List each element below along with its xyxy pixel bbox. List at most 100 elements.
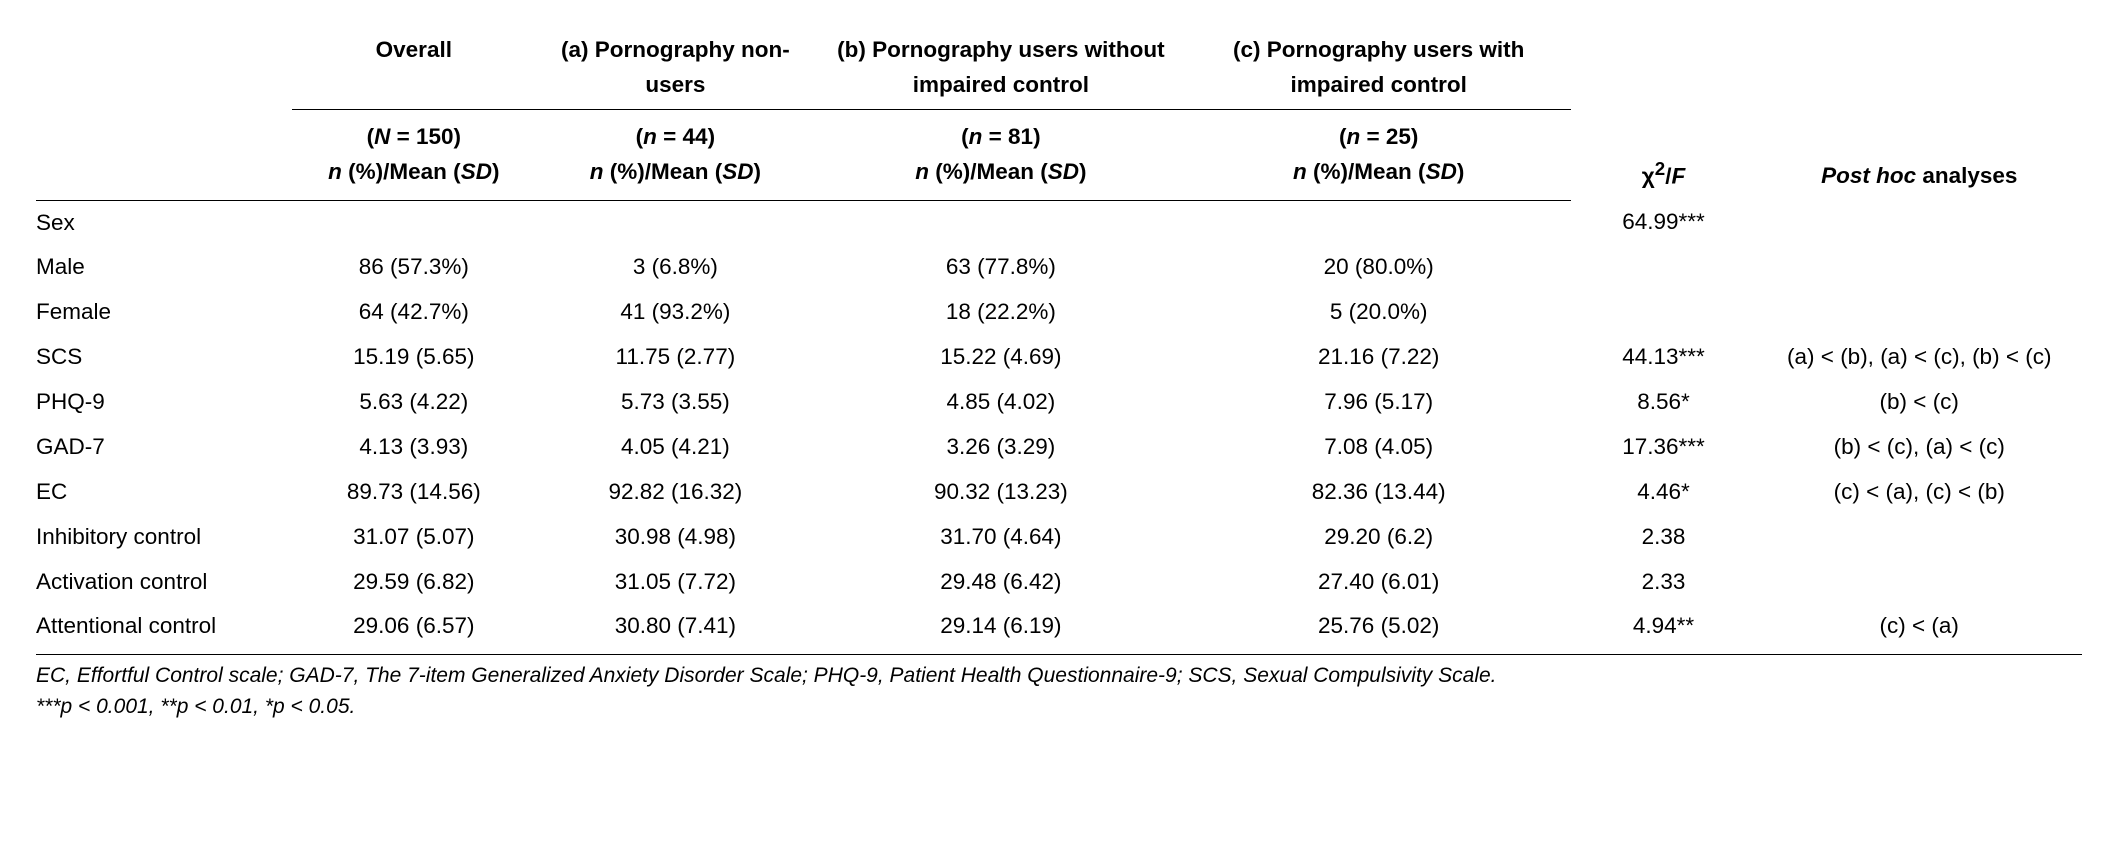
cell-a: 92.82 (16.32) <box>536 470 815 515</box>
cell-stat <box>1571 245 1757 290</box>
cell-stat: 4.94** <box>1571 604 1757 654</box>
cell-overall: 29.06 (6.57) <box>292 604 536 654</box>
cell-b: 29.14 (6.19) <box>815 604 1187 654</box>
cell-b <box>815 200 1187 245</box>
cell-c: 25.76 (5.02) <box>1187 604 1571 654</box>
header-group-c: (c) Pornography users with impaired cont… <box>1187 28 1571 109</box>
cell-a: 5.73 (3.55) <box>536 380 815 425</box>
footnote-line-1: EC, Effortful Control scale; GAD-7, The … <box>36 661 2082 691</box>
footnote-line-2: ***p < 0.001, **p < 0.01, *p < 0.05. <box>36 692 2082 722</box>
n-eq: = 81) <box>982 124 1040 149</box>
n-paren-open: ( <box>961 124 969 149</box>
cell-posthoc <box>1757 245 2083 290</box>
stat-chi-label: χ <box>1642 163 1655 188</box>
cell-b: 15.22 (4.69) <box>815 335 1187 380</box>
cell-stat: 44.13*** <box>1571 335 1757 380</box>
cell-stat: 2.38 <box>1571 515 1757 560</box>
table-row: Activation control 29.59 (6.82) 31.05 (7… <box>36 560 2082 605</box>
subline-sd: SD <box>722 159 753 184</box>
cell-overall: 29.59 (6.82) <box>292 560 536 605</box>
header-stat: χ2/F <box>1571 28 1757 200</box>
cell-a: 31.05 (7.72) <box>536 560 815 605</box>
subline-n: n <box>328 159 342 184</box>
cell-posthoc: (b) < (c), (a) < (c) <box>1757 425 2083 470</box>
cell-overall: 86 (57.3%) <box>292 245 536 290</box>
cell-stat <box>1571 290 1757 335</box>
stat-f-label: F <box>1671 163 1685 188</box>
cell-b: 18 (22.2%) <box>815 290 1187 335</box>
cell-overall: 15.19 (5.65) <box>292 335 536 380</box>
subline-close: ) <box>1079 159 1087 184</box>
row-label: Female <box>36 290 292 335</box>
header-sub-a: (n = 44) n (%)/Mean (SD) <box>536 109 815 200</box>
subline-sd: SD <box>1048 159 1079 184</box>
cell-b: 90.32 (13.23) <box>815 470 1187 515</box>
table-row: Inhibitory control 31.07 (5.07) 30.98 (4… <box>36 515 2082 560</box>
table-row: Male 86 (57.3%) 3 (6.8%) 63 (77.8%) 20 (… <box>36 245 2082 290</box>
cell-c: 82.36 (13.44) <box>1187 470 1571 515</box>
table-row: Attentional control 29.06 (6.57) 30.80 (… <box>36 604 2082 654</box>
cell-posthoc <box>1757 515 2083 560</box>
subline-mid: (%)/Mean ( <box>1307 159 1426 184</box>
subline-mid: (%)/Mean ( <box>929 159 1048 184</box>
cell-c: 29.20 (6.2) <box>1187 515 1571 560</box>
cell-a: 30.80 (7.41) <box>536 604 815 654</box>
n-eq: = 25) <box>1360 124 1418 149</box>
subline-sd: SD <box>1426 159 1457 184</box>
n-sym: n <box>1346 124 1360 149</box>
cell-c: 5 (20.0%) <box>1187 290 1571 335</box>
subline-close: ) <box>1457 159 1465 184</box>
header-blank-2 <box>36 109 292 200</box>
posthoc-suffix: analyses <box>1916 163 2017 188</box>
cell-posthoc: (b) < (c) <box>1757 380 2083 425</box>
cell-posthoc: (c) < (a), (c) < (b) <box>1757 470 2083 515</box>
cell-overall: 64 (42.7%) <box>292 290 536 335</box>
header-group-b: (b) Pornography users without impaired c… <box>815 28 1187 109</box>
cell-c: 7.08 (4.05) <box>1187 425 1571 470</box>
cell-posthoc <box>1757 290 2083 335</box>
cell-a: 30.98 (4.98) <box>536 515 815 560</box>
cell-b: 4.85 (4.02) <box>815 380 1187 425</box>
row-label: Inhibitory control <box>36 515 292 560</box>
n-sym: n <box>969 124 983 149</box>
subline-n: n <box>590 159 604 184</box>
cell-overall: 5.63 (4.22) <box>292 380 536 425</box>
cell-stat: 8.56* <box>1571 380 1757 425</box>
row-label: Sex <box>36 200 292 245</box>
cell-c <box>1187 200 1571 245</box>
stat-sup: 2 <box>1655 158 1665 179</box>
table-row: GAD-7 4.13 (3.93) 4.05 (4.21) 3.26 (3.29… <box>36 425 2082 470</box>
table-row: PHQ-9 5.63 (4.22) 5.73 (3.55) 4.85 (4.02… <box>36 380 2082 425</box>
results-table: Overall (a) Pornography non-users (b) Po… <box>36 28 2082 655</box>
header-blank <box>36 28 292 109</box>
cell-c: 7.96 (5.17) <box>1187 380 1571 425</box>
table-row: EC 89.73 (14.56) 92.82 (16.32) 90.32 (13… <box>36 470 2082 515</box>
cell-overall: 4.13 (3.93) <box>292 425 536 470</box>
table-row: Sex 64.99*** <box>36 200 2082 245</box>
table-header: Overall (a) Pornography non-users (b) Po… <box>36 28 2082 200</box>
table-row: SCS 15.19 (5.65) 11.75 (2.77) 15.22 (4.6… <box>36 335 2082 380</box>
cell-stat: 64.99*** <box>1571 200 1757 245</box>
header-sub-overall: (N = 150) n (%)/Mean (SD) <box>292 109 536 200</box>
table-footnote: EC, Effortful Control scale; GAD-7, The … <box>36 655 2082 722</box>
cell-stat: 4.46* <box>1571 470 1757 515</box>
row-label: Attentional control <box>36 604 292 654</box>
cell-a: 4.05 (4.21) <box>536 425 815 470</box>
n-eq: = 150) <box>390 124 461 149</box>
cell-b: 3.26 (3.29) <box>815 425 1187 470</box>
cell-b: 63 (77.8%) <box>815 245 1187 290</box>
cell-c: 20 (80.0%) <box>1187 245 1571 290</box>
subline-n: n <box>1293 159 1307 184</box>
subline-mid: (%)/Mean ( <box>342 159 461 184</box>
subline-n: n <box>915 159 929 184</box>
cell-c: 21.16 (7.22) <box>1187 335 1571 380</box>
cell-a: 11.75 (2.77) <box>536 335 815 380</box>
cell-a <box>536 200 815 245</box>
subline-mid: (%)/Mean ( <box>603 159 722 184</box>
row-label: PHQ-9 <box>36 380 292 425</box>
cell-a: 41 (93.2%) <box>536 290 815 335</box>
cell-b: 29.48 (6.42) <box>815 560 1187 605</box>
cell-overall: 89.73 (14.56) <box>292 470 536 515</box>
table-body: Sex 64.99*** Male 86 (57.3%) 3 (6.8%) 63… <box>36 200 2082 655</box>
cell-posthoc <box>1757 560 2083 605</box>
